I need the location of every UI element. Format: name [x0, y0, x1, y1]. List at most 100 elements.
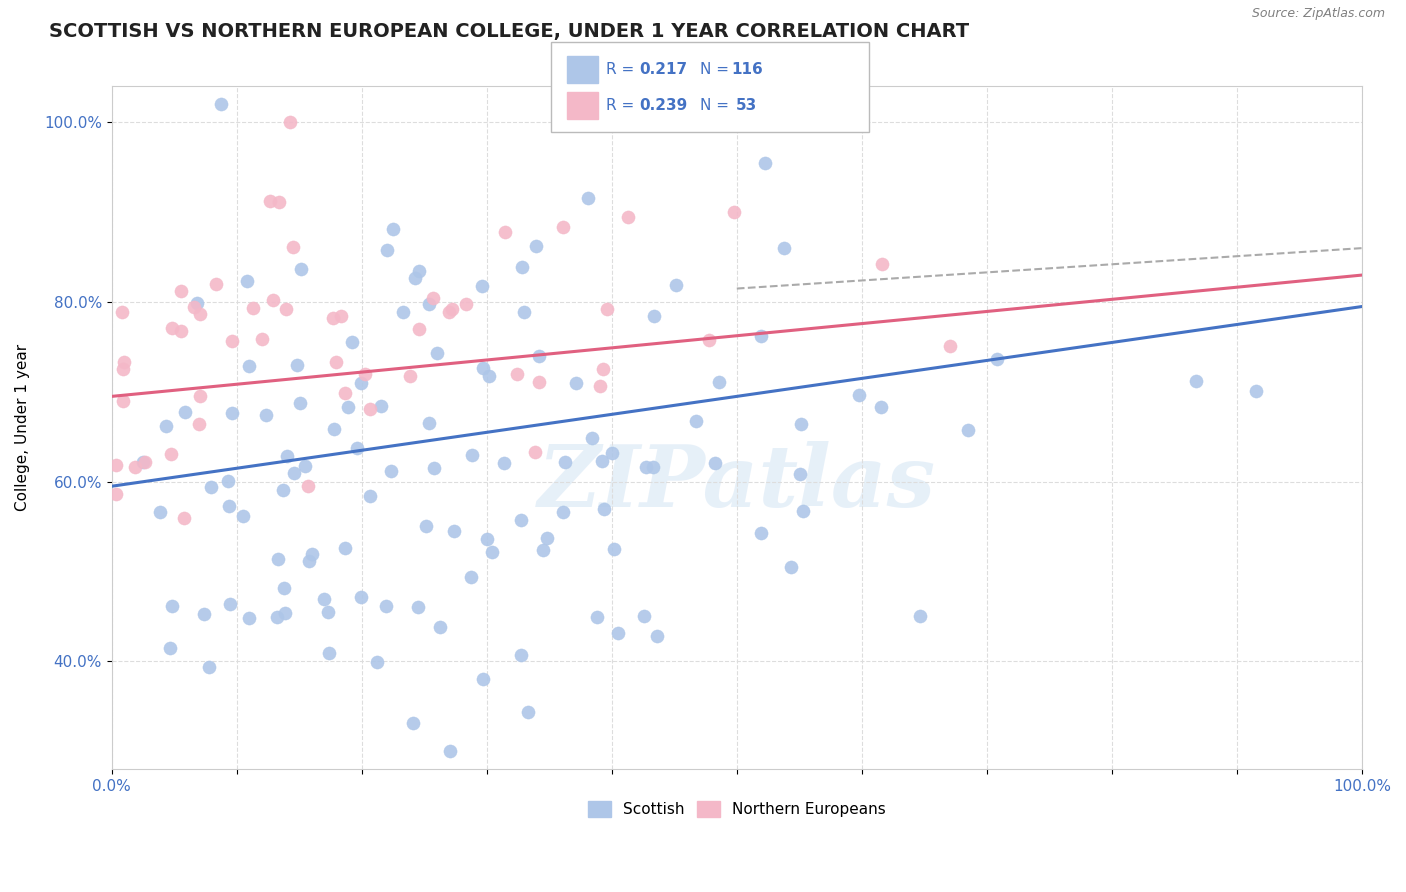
Point: [869, 400, 891, 414]
Point: [254, 408, 277, 422]
Point: [262, 293, 284, 308]
Point: [422, 291, 444, 305]
Point: [472, 361, 495, 376]
Point: [301, 547, 323, 561]
Point: [276, 449, 298, 463]
Point: [600, 445, 623, 459]
Point: [426, 346, 449, 360]
Point: [198, 659, 221, 673]
Text: SCOTTISH VS NORTHERN EUROPEAN COLLEGE, UNDER 1 YEAR CORRELATION CHART: SCOTTISH VS NORTHERN EUROPEAN COLLEGE, U…: [49, 22, 969, 41]
Point: [350, 591, 373, 605]
Point: [986, 351, 1008, 366]
Point: [190, 307, 212, 321]
Point: [288, 396, 311, 410]
Point: [790, 417, 813, 431]
Point: [370, 399, 392, 413]
Point: [281, 240, 304, 254]
Point: [603, 542, 626, 557]
Point: [475, 532, 498, 546]
Point: [780, 560, 803, 574]
Point: [187, 417, 209, 431]
Point: [1185, 374, 1208, 388]
Point: [872, 257, 894, 271]
Point: [592, 362, 614, 376]
Point: [297, 478, 319, 492]
Point: [274, 302, 297, 317]
Text: 0.239: 0.239: [640, 98, 688, 112]
Point: [170, 284, 193, 298]
Point: [259, 194, 281, 208]
Text: R =: R =: [606, 98, 640, 112]
Point: [512, 305, 534, 319]
Point: [159, 447, 181, 461]
Point: [478, 369, 501, 384]
Point: [585, 610, 607, 624]
Point: [134, 455, 156, 469]
Point: [159, 641, 181, 656]
Point: [183, 300, 205, 314]
Point: [685, 414, 707, 428]
Point: [526, 239, 548, 253]
Point: [132, 455, 155, 469]
Text: ZIPatlas: ZIPatlas: [537, 441, 936, 524]
Point: [399, 369, 422, 384]
Point: [423, 461, 446, 475]
Point: [170, 324, 193, 338]
Point: [333, 541, 356, 555]
Point: [346, 442, 368, 456]
Point: [749, 525, 772, 540]
Point: [408, 322, 430, 336]
Point: [415, 519, 437, 533]
Text: 53: 53: [735, 98, 756, 112]
Point: [205, 277, 228, 291]
Point: [283, 467, 305, 481]
Point: [314, 592, 336, 607]
Text: N =: N =: [700, 62, 734, 77]
Point: [554, 455, 576, 469]
Point: [238, 359, 260, 373]
Point: [957, 423, 980, 437]
Point: [665, 278, 688, 293]
Point: [565, 376, 588, 390]
Point: [359, 489, 381, 503]
Point: [848, 388, 870, 402]
Point: [607, 626, 630, 640]
Point: [404, 270, 426, 285]
Point: [707, 375, 730, 389]
Point: [149, 506, 172, 520]
Point: [437, 305, 460, 319]
Point: [506, 367, 529, 381]
Point: [380, 464, 402, 478]
Point: [456, 297, 478, 311]
Point: [366, 655, 388, 669]
Point: [643, 460, 665, 475]
Point: [509, 648, 531, 662]
Point: [354, 367, 377, 381]
Point: [536, 531, 558, 545]
Y-axis label: College, Under 1 year: College, Under 1 year: [15, 344, 30, 511]
Point: [697, 333, 720, 347]
Point: [173, 510, 195, 524]
Point: [111, 305, 134, 319]
Point: [517, 705, 540, 719]
Point: [494, 225, 516, 239]
Point: [374, 599, 396, 614]
Point: [209, 97, 232, 112]
Point: [531, 542, 554, 557]
Point: [647, 629, 669, 643]
Point: [325, 355, 347, 369]
Point: [266, 610, 288, 624]
Text: N =: N =: [700, 98, 734, 112]
Point: [298, 554, 321, 568]
Point: [591, 453, 613, 467]
Point: [723, 205, 745, 219]
Point: [250, 331, 273, 345]
Point: [418, 297, 440, 311]
Point: [278, 115, 301, 129]
Point: [318, 646, 340, 660]
Point: [336, 401, 359, 415]
Point: [236, 274, 259, 288]
Point: [381, 222, 404, 236]
Point: [524, 445, 547, 459]
Point: [294, 458, 316, 473]
